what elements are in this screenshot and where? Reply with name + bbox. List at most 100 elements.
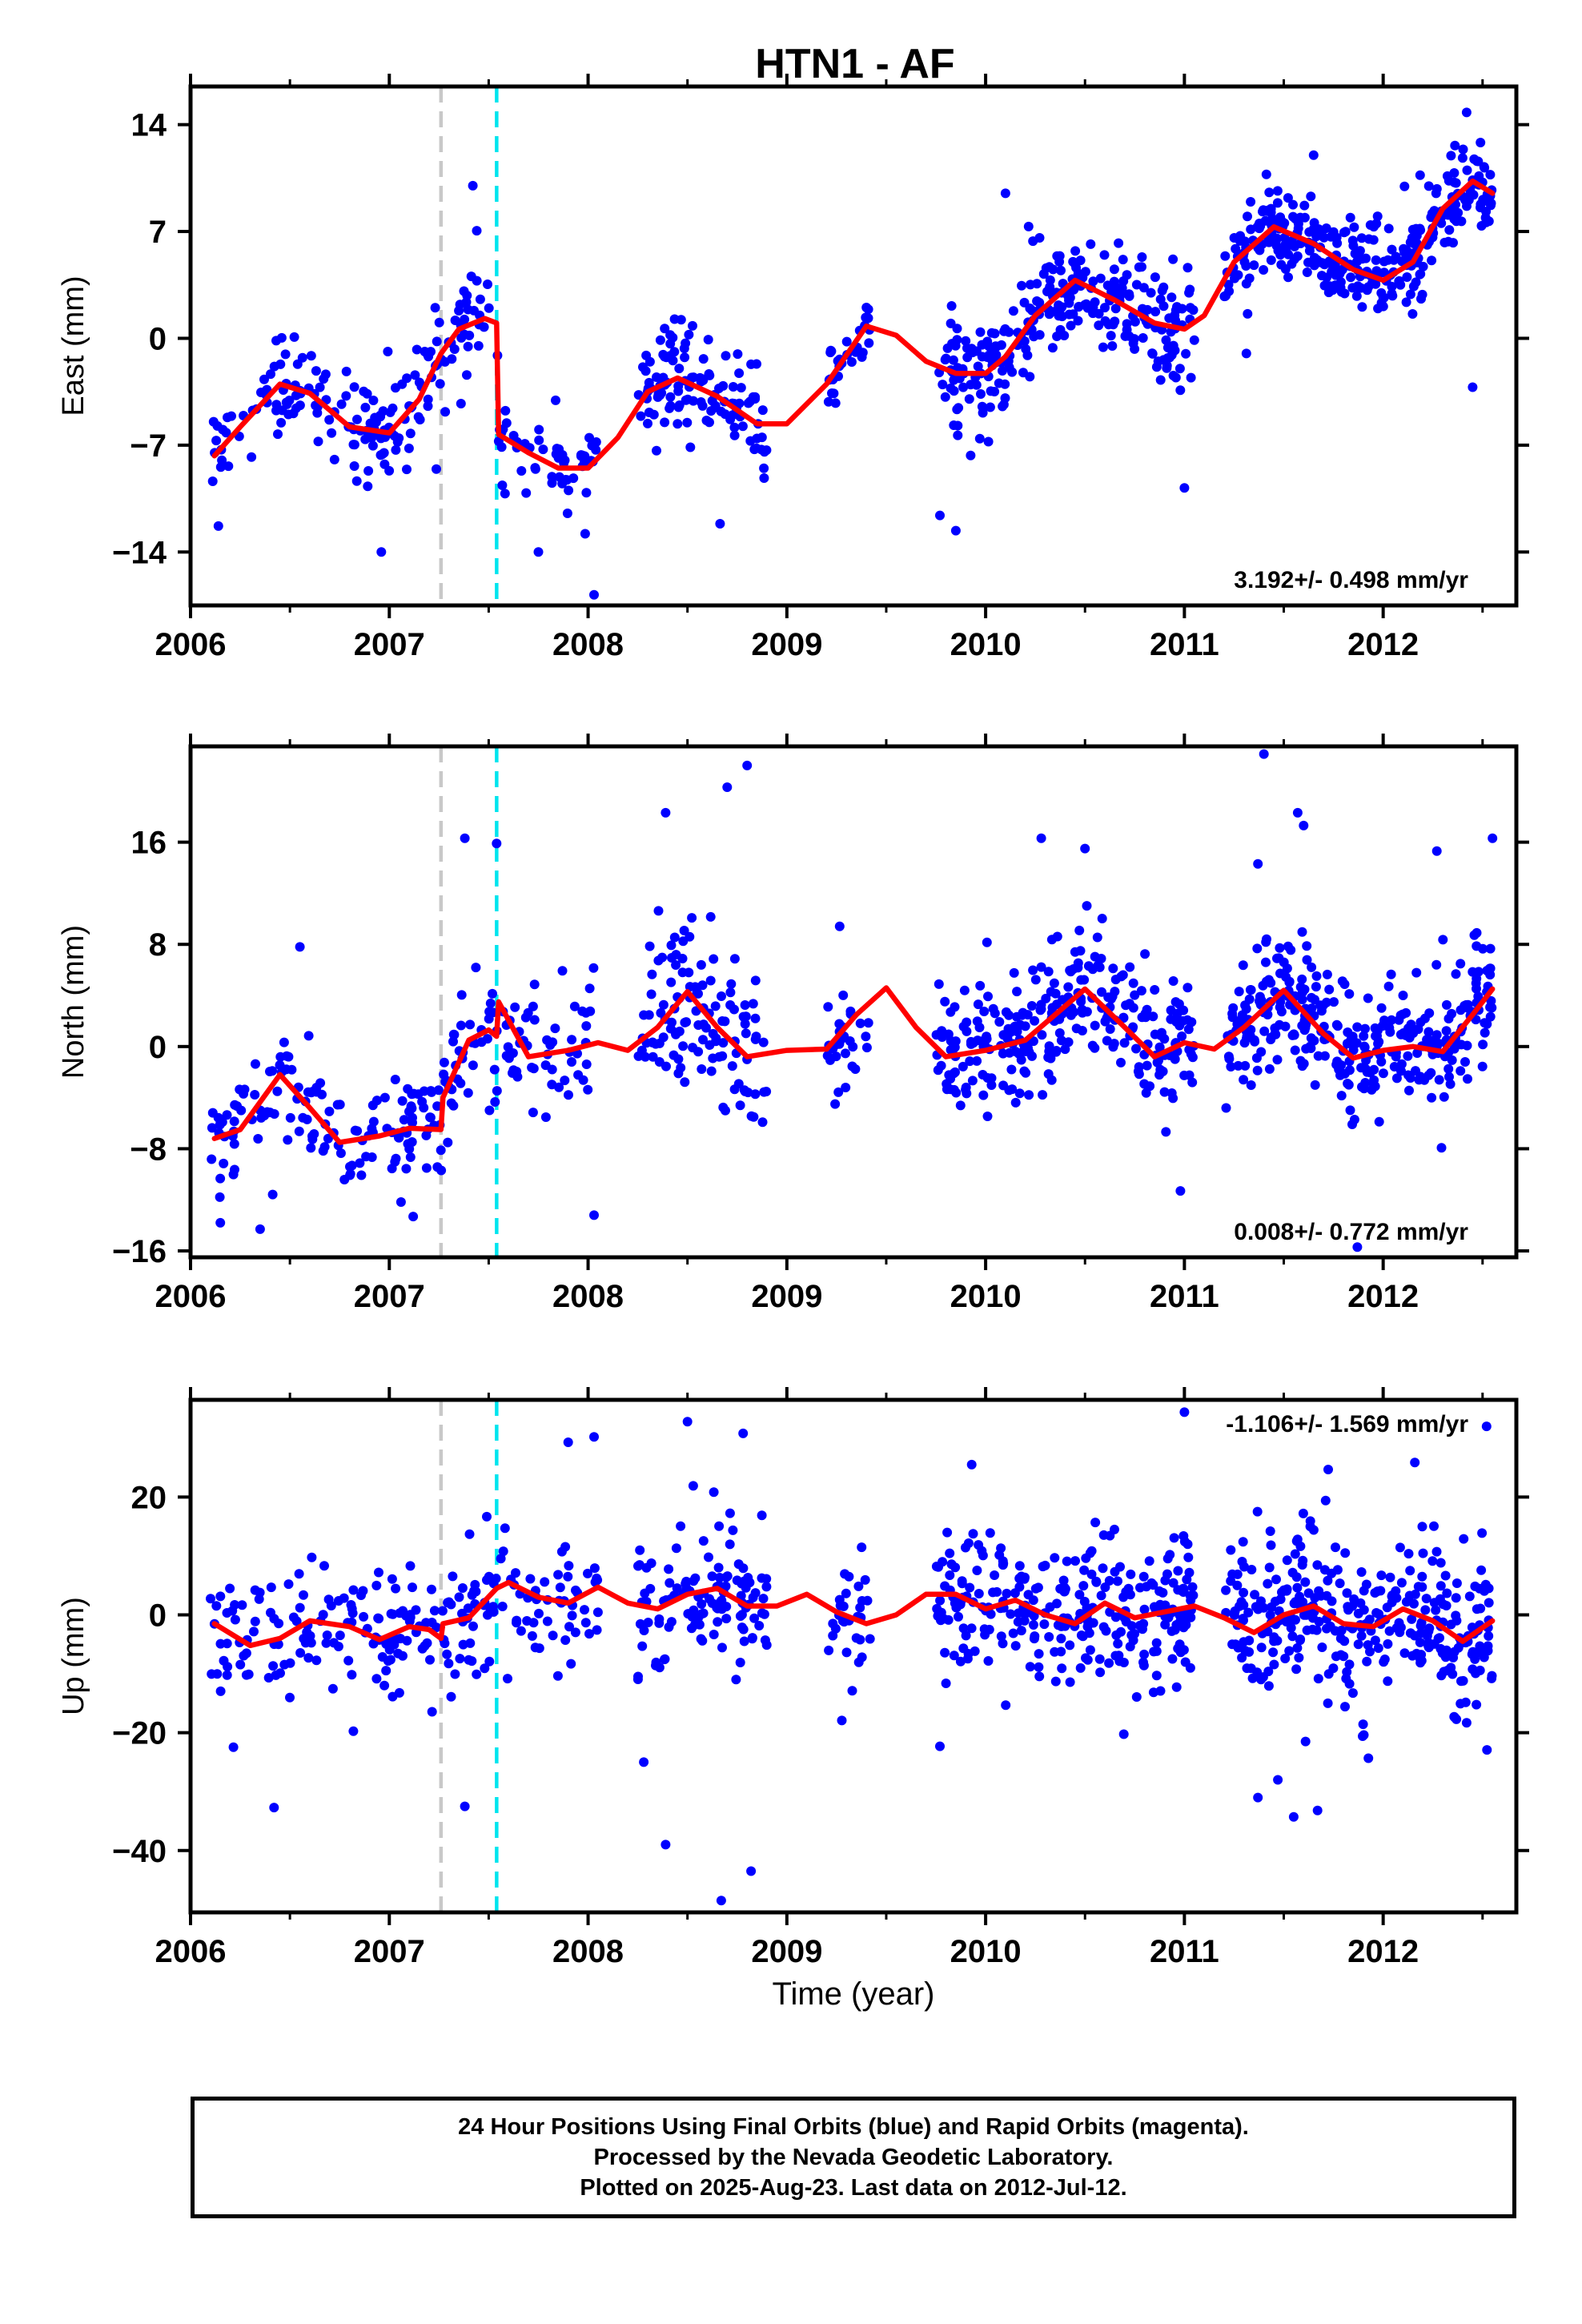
north-point — [1403, 1051, 1413, 1061]
up-point — [660, 1654, 670, 1664]
east-point — [1004, 327, 1014, 337]
east-point — [950, 525, 961, 536]
north-point — [1310, 1080, 1320, 1090]
north-point — [1012, 1011, 1022, 1022]
up-point — [841, 1647, 852, 1658]
up-point — [828, 1618, 838, 1629]
north-point — [708, 1028, 718, 1039]
north-point — [1456, 959, 1466, 969]
north-point — [1261, 937, 1271, 947]
up-point — [333, 1642, 343, 1651]
up-point — [1268, 1647, 1279, 1658]
north-point — [1043, 967, 1054, 977]
north-point — [1178, 1005, 1189, 1015]
up-point — [1113, 1576, 1122, 1586]
up-point — [503, 1674, 512, 1684]
up-point — [1452, 1714, 1462, 1724]
east-point — [384, 465, 395, 476]
north-point — [588, 963, 599, 973]
north-point — [676, 1063, 686, 1073]
up-point — [1403, 1549, 1414, 1559]
up-point — [1008, 1628, 1018, 1638]
up-point — [560, 1635, 571, 1645]
north-point — [1369, 1075, 1379, 1085]
east-point — [1094, 308, 1104, 319]
up-point — [1271, 1574, 1281, 1585]
north-point — [697, 980, 708, 991]
north-point — [1142, 1060, 1152, 1071]
up-point — [958, 1643, 969, 1654]
north-point — [1411, 1066, 1420, 1076]
up-point — [1440, 1570, 1451, 1581]
east-point — [591, 437, 601, 447]
north-point — [528, 1108, 538, 1118]
north-point — [1118, 1012, 1129, 1023]
up-point — [294, 1569, 304, 1579]
up-point — [1173, 1566, 1183, 1576]
up-point — [1484, 1598, 1494, 1608]
x-tick-label: 2010 — [950, 627, 1022, 662]
east-point — [684, 329, 694, 340]
north-point — [1107, 991, 1118, 1002]
up-point — [1405, 1566, 1415, 1576]
north-point — [982, 1034, 992, 1044]
north-point — [1456, 1039, 1467, 1050]
y-tick-label: 7 — [149, 215, 167, 250]
up-point — [235, 1659, 246, 1670]
up-point — [1459, 1534, 1469, 1544]
east-point — [964, 394, 974, 404]
up-point — [1464, 1591, 1475, 1602]
north-point — [283, 1135, 293, 1145]
north-point — [720, 1016, 730, 1027]
north-point — [1336, 1091, 1347, 1101]
east-point — [211, 436, 222, 446]
up-point — [1126, 1621, 1137, 1631]
north-point — [1240, 1060, 1251, 1071]
up-point — [714, 1573, 725, 1582]
north-point — [1097, 987, 1106, 997]
up-point — [1162, 1569, 1172, 1579]
north-point — [1441, 1026, 1452, 1036]
east-point — [1186, 372, 1196, 383]
east-point — [952, 404, 962, 415]
east-point — [1266, 207, 1276, 218]
up-point — [498, 1546, 508, 1557]
up-point — [1385, 1572, 1395, 1582]
north-point — [1050, 988, 1061, 999]
north-point — [1284, 977, 1295, 987]
east-point — [516, 466, 527, 476]
north-point — [332, 1100, 343, 1110]
up-point — [945, 1548, 955, 1558]
up-point — [291, 1616, 302, 1626]
east-point — [1485, 170, 1496, 180]
east-point — [1264, 187, 1275, 198]
east-point — [757, 405, 768, 416]
north-point — [492, 1086, 502, 1096]
up-point — [750, 1588, 761, 1598]
east-point — [1476, 199, 1486, 210]
up-point — [1240, 1646, 1251, 1656]
north-point — [678, 1041, 689, 1051]
east-point — [440, 356, 450, 367]
east-point — [846, 357, 857, 367]
up-point — [1374, 1609, 1384, 1619]
north-point — [1012, 987, 1022, 997]
north-point — [1348, 1045, 1359, 1055]
up-point — [1344, 1679, 1355, 1689]
up-point — [1421, 1594, 1431, 1604]
up-point — [1442, 1588, 1452, 1598]
north-point — [1063, 982, 1074, 992]
up-point — [935, 1595, 946, 1606]
east-point — [1258, 205, 1268, 215]
north-point — [1183, 1024, 1194, 1035]
north-point — [1056, 1035, 1066, 1046]
up-point — [1034, 1671, 1045, 1682]
north-point — [267, 1066, 278, 1076]
east-point — [1137, 262, 1146, 272]
east-point — [1476, 138, 1486, 147]
up-point — [1002, 1588, 1012, 1598]
east-point — [1100, 303, 1110, 313]
north-point — [1245, 985, 1255, 995]
east-point — [1118, 255, 1128, 265]
north-point — [1076, 975, 1086, 985]
